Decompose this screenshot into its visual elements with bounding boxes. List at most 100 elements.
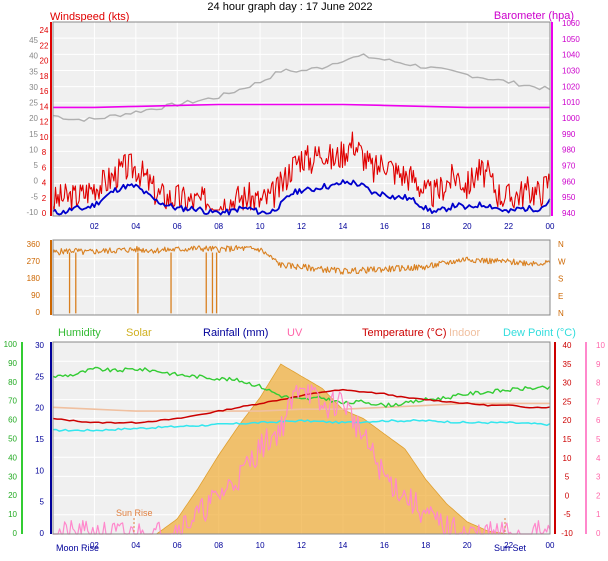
wind-right-axis: 1060 1050 1040 1030 1020 1010 1000 990 980 970 960…	[551, 19, 580, 218]
tick-label: 22	[40, 41, 49, 50]
tick-label: 06	[173, 222, 182, 231]
tick-label: 35	[563, 360, 572, 369]
tick-label: 7	[596, 397, 601, 406]
tick-label: 990	[562, 130, 576, 139]
tick-label: 12	[297, 541, 306, 550]
tick-label: 270	[27, 257, 41, 266]
tick-label: 10	[35, 466, 44, 475]
tick-label: 06	[173, 541, 182, 550]
weather-axes: 1009080706050403020100302520151050403530…	[4, 340, 606, 538]
tick-label: 5	[40, 498, 45, 507]
tick-label: 1060	[562, 19, 580, 28]
moonrise-label: Moon Rise	[56, 543, 99, 553]
tick-label: 14	[338, 222, 347, 231]
sunrise-label: Sun Rise	[116, 508, 153, 518]
tick-label: 10	[256, 222, 265, 231]
tick-label: 1000	[562, 114, 580, 123]
solar-label: Solar	[126, 327, 152, 339]
tick-label: N	[558, 309, 564, 318]
tick-label: 940	[562, 209, 576, 218]
tick-label: E	[558, 292, 563, 301]
series-line	[52, 179, 551, 216]
tick-label: 8	[596, 379, 601, 388]
tick-label: 0	[36, 308, 41, 317]
direction-left-axis: 360 270 180 90 0	[27, 240, 52, 317]
tick-label: 15	[35, 435, 44, 444]
tick-label: 22	[504, 541, 513, 550]
tick-label: 0	[565, 491, 570, 500]
tick-label: 0	[34, 177, 39, 186]
tick-label: 1030	[562, 67, 580, 76]
tick-label: 50	[8, 435, 17, 444]
tick-label: 12	[40, 118, 49, 127]
series-line	[53, 103, 550, 109]
chart-title: 24 hour graph day : 17 June 2022	[207, 1, 372, 13]
rainfall-label: Rainfall (mm)	[203, 327, 268, 339]
tick-label: 1	[596, 510, 601, 519]
tick-label: -5	[31, 192, 39, 201]
sunset-label: Sun Set	[494, 543, 527, 553]
tick-label: -10	[561, 529, 573, 538]
tick-label: 180	[27, 274, 41, 283]
barometer-label: Barometer (hpa)	[494, 10, 574, 22]
tick-label: 6	[42, 163, 47, 172]
tick-label: 3	[596, 473, 601, 482]
tick-label: 14	[338, 541, 347, 550]
series-line	[52, 388, 551, 424]
tick-label: 16	[380, 222, 389, 231]
tick-label: 00	[546, 222, 555, 231]
tick-label: W	[558, 257, 566, 266]
tick-label: 04	[131, 222, 140, 231]
tick-label: 00	[546, 541, 555, 550]
tick-label: 40	[8, 453, 17, 462]
tick-label: 8	[42, 148, 47, 157]
uv-label: UV	[287, 327, 303, 339]
tick-label: -5	[563, 510, 571, 519]
tick-label: 10	[563, 454, 572, 463]
tick-label: 70	[8, 397, 17, 406]
tick-label: 10	[8, 510, 17, 519]
series-line	[52, 245, 551, 275]
tick-label: 100	[4, 340, 18, 349]
tick-label: 20	[40, 57, 49, 66]
tick-label: 02	[90, 541, 99, 550]
tick-label: 15	[563, 435, 572, 444]
tick-label: 960	[562, 177, 576, 186]
tick-label: 10	[40, 133, 49, 142]
tick-label: 08	[214, 541, 223, 550]
tick-label: 5	[596, 435, 601, 444]
tick-label: 30	[29, 83, 38, 92]
tick-label: -10	[26, 208, 38, 217]
wind-x-axis: 02 04 06 08 10 12 14 16 18 20 22 00	[90, 222, 555, 231]
tick-label: 25	[35, 372, 44, 381]
tick-label: 1050	[562, 35, 580, 44]
tick-label: 15	[29, 130, 38, 139]
temperature-label: Temperature (°C)	[362, 327, 446, 339]
tick-label: 30	[8, 472, 17, 481]
tick-label: 35	[29, 67, 38, 76]
tick-label: 04	[131, 541, 140, 550]
tick-label: 90	[8, 359, 17, 368]
tick-label: N	[558, 240, 564, 249]
wind-left-axis: 454035302520151050-5-1024222018161412108…	[26, 22, 52, 218]
tick-label: 20	[563, 416, 572, 425]
tick-label: 980	[562, 146, 576, 155]
series-line	[52, 131, 551, 211]
tick-label: 10	[29, 145, 38, 154]
series-line	[52, 366, 551, 408]
tick-label: 16	[380, 541, 389, 550]
tick-label: 40	[29, 52, 38, 61]
tick-label: 08	[214, 222, 223, 231]
tick-label: 25	[29, 99, 38, 108]
tick-label: 18	[421, 222, 430, 231]
tick-label: 30	[563, 379, 572, 388]
tick-label: 20	[8, 491, 17, 500]
tick-label: 90	[31, 291, 40, 300]
tick-label: 970	[562, 162, 576, 171]
tick-label: 6	[596, 416, 601, 425]
tick-label: 0	[42, 209, 47, 218]
tick-label: 2	[42, 194, 47, 203]
tick-label: 1020	[562, 82, 580, 91]
